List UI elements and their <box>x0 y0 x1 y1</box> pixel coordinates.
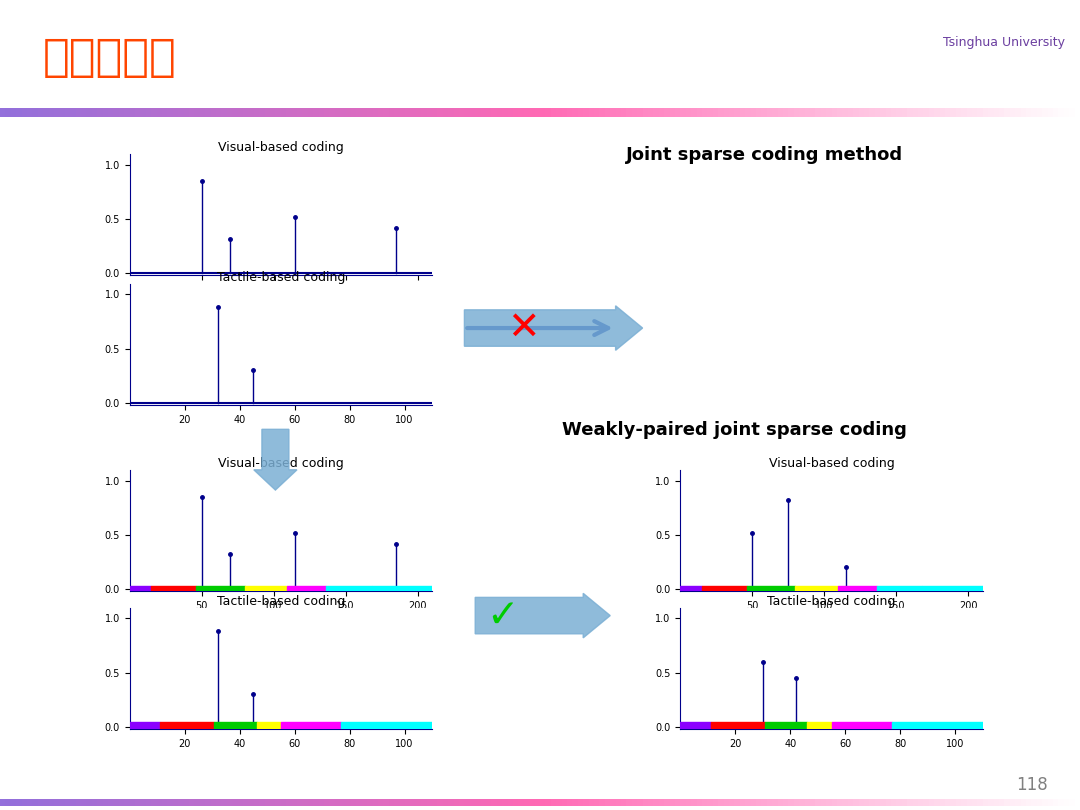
Bar <box>197 586 244 591</box>
Bar <box>372 586 432 591</box>
Title: Visual-based coding: Visual-based coding <box>218 141 343 154</box>
Bar <box>281 722 341 729</box>
Title: Tactile-based coding: Tactile-based coding <box>768 595 895 608</box>
Bar <box>702 586 747 591</box>
Text: Tsinghua University: Tsinghua University <box>944 36 1065 49</box>
Bar <box>326 586 372 591</box>
Title: Visual-based coding: Visual-based coding <box>769 457 894 470</box>
Bar <box>257 722 281 729</box>
Title: Tactile-based coding: Tactile-based coding <box>217 271 345 284</box>
Text: ✓: ✓ <box>486 597 518 634</box>
Bar <box>892 722 983 729</box>
Bar <box>680 722 711 729</box>
Bar <box>680 586 702 591</box>
FancyArrow shape <box>254 429 297 490</box>
Title: Visual-based coding: Visual-based coding <box>218 457 343 470</box>
Bar <box>287 586 326 591</box>
FancyArrow shape <box>475 593 610 638</box>
Bar <box>130 722 160 729</box>
Text: Weakly-paired joint sparse coding: Weakly-paired joint sparse coding <box>562 421 906 439</box>
Text: 视触觉融合: 视触觉融合 <box>43 36 177 79</box>
Bar <box>795 586 838 591</box>
Bar <box>711 722 765 729</box>
Bar <box>151 586 197 591</box>
Bar <box>244 586 287 591</box>
Bar <box>832 722 892 729</box>
Text: 118: 118 <box>1016 776 1048 794</box>
Title: Tactile-based coding: Tactile-based coding <box>217 595 345 608</box>
Bar <box>160 722 214 729</box>
Bar <box>838 586 877 591</box>
Bar <box>341 722 432 729</box>
Bar <box>808 722 832 729</box>
Text: Joint sparse coding method: Joint sparse coding method <box>626 146 904 164</box>
FancyArrow shape <box>464 306 643 350</box>
Text: ✕: ✕ <box>508 309 540 347</box>
Bar <box>765 722 808 729</box>
Bar <box>130 586 151 591</box>
Bar <box>922 586 983 591</box>
Bar <box>214 722 257 729</box>
Bar <box>877 586 922 591</box>
Bar <box>747 586 795 591</box>
